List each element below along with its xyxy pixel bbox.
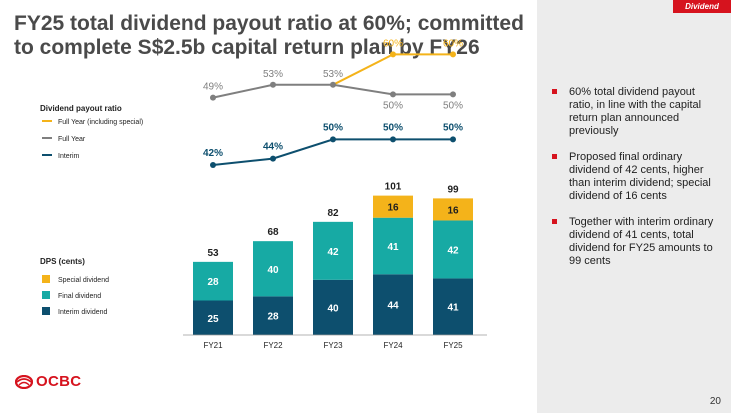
- series-point: [210, 162, 216, 168]
- bar-total-label: 53: [207, 248, 219, 259]
- line-legend-title: Dividend payout ratio: [40, 104, 122, 113]
- series-point: [450, 136, 456, 143]
- bullet-marker: [552, 89, 557, 94]
- point-label: 53%: [263, 69, 283, 80]
- ocbc-logo: OCBC: [15, 373, 81, 390]
- bar-legend-title: DPS (cents): [40, 257, 85, 266]
- bar-value-label: 40: [267, 265, 279, 276]
- x-tick-label: FY23: [323, 341, 343, 350]
- legend-bar-swatch: [42, 307, 50, 315]
- point-label: 50%: [443, 100, 463, 111]
- bar-value-label: 44: [387, 301, 399, 312]
- point-label: 50%: [443, 122, 463, 133]
- bar-segment: [313, 279, 353, 335]
- bar-segment: [433, 220, 473, 279]
- bar-value-label: 28: [267, 312, 279, 323]
- series-point: [390, 51, 396, 58]
- bar-value-label: 40: [327, 303, 339, 314]
- series-point: [330, 136, 336, 143]
- x-tick-label: FY25: [443, 341, 463, 350]
- page-number: 20: [709, 396, 721, 407]
- bar-total-label: 99: [447, 184, 459, 195]
- series-point: [270, 81, 276, 88]
- title-line-1: FY25 total dividend payout ratio at 60%;…: [14, 12, 524, 35]
- series-point: [390, 91, 396, 98]
- bullet-item: Proposed final ordinary dividend of 42 c…: [552, 151, 722, 203]
- bar-segment: [373, 274, 413, 335]
- bar-segment: [193, 300, 233, 335]
- series-point: [270, 155, 276, 162]
- bar-value-label: 41: [447, 303, 459, 314]
- logo-text: OCBC: [36, 373, 82, 390]
- point-label: 50%: [383, 100, 403, 111]
- series-point: [330, 81, 336, 88]
- bar-value-label: 42: [327, 247, 339, 258]
- point-label: 42%: [203, 148, 223, 159]
- bullet-item: Together with interim ordinary dividend …: [552, 216, 722, 268]
- title-line-2: to complete S$2.5b capital return plan b…: [14, 36, 480, 59]
- x-tick-label: FY21: [203, 341, 223, 350]
- bar-total-label: 68: [267, 227, 279, 238]
- commentary-panel: Dividend: [537, 0, 731, 413]
- bar-segment: [433, 278, 473, 335]
- bar-segment: [253, 241, 293, 297]
- commentary-bullets: 60% total dividend payout ratio, in line…: [552, 86, 722, 281]
- legend-bar-swatch: [42, 275, 50, 283]
- bar-value-label: 28: [207, 277, 219, 288]
- point-label: 50%: [323, 122, 343, 133]
- legend-label: Special dividend: [58, 277, 109, 284]
- bullet-marker: [552, 219, 557, 224]
- x-tick-label: FY22: [263, 341, 283, 350]
- legend-label: Interim dividend: [58, 309, 108, 316]
- bar-segment: [253, 296, 293, 335]
- bullet-text: 60% total dividend payout ratio, in line…: [569, 86, 702, 137]
- series-point: [450, 91, 456, 98]
- bar-value-label: 41: [387, 242, 399, 253]
- series-point: [450, 51, 456, 58]
- dividend-chart: 25 28 53 FY21 28 40 68 FY22 40 42 82 FY23 44 41 16 101 F…: [40, 38, 487, 350]
- bar-value-label: 42: [447, 245, 459, 256]
- bar-value-label: 16: [447, 205, 459, 216]
- bar-segment: [373, 217, 413, 275]
- legend-label: Interim: [58, 153, 80, 160]
- legend-label: Final dividend: [58, 293, 101, 300]
- bar-value-label: 16: [387, 203, 399, 214]
- point-label: 50%: [383, 122, 403, 133]
- legend-label: Full Year: [58, 136, 86, 143]
- bar-segment: [313, 221, 353, 280]
- section-tag: Dividend: [673, 0, 731, 13]
- bar-segment: [373, 195, 413, 218]
- series-line: [332, 53, 453, 86]
- point-label: 60%: [383, 38, 403, 49]
- point-label: 44%: [263, 142, 283, 153]
- bar-segment: [433, 198, 473, 221]
- bullet-text: Proposed final ordinary dividend of 42 c…: [569, 151, 711, 202]
- series-line: [212, 138, 453, 166]
- page-title: FY25 total dividend payout ratio at 60%;…: [14, 12, 534, 60]
- bar-value-label: 25: [207, 314, 219, 325]
- point-label: 53%: [323, 69, 343, 80]
- bar-total-label: 101: [385, 182, 402, 193]
- series-point: [390, 136, 396, 143]
- bar-segment: [193, 261, 233, 301]
- bullet-item: 60% total dividend payout ratio, in line…: [552, 86, 722, 138]
- legend-bar-swatch: [42, 291, 50, 299]
- bullet-text: Together with interim ordinary dividend …: [569, 216, 714, 267]
- bar-total-label: 82: [327, 208, 339, 219]
- series-point: [210, 94, 216, 101]
- ocbc-logo-icon: [15, 374, 33, 389]
- bullet-marker: [552, 154, 557, 159]
- point-label: 49%: [203, 82, 223, 93]
- x-tick-label: FY24: [383, 341, 403, 350]
- point-label: 60%: [443, 38, 463, 49]
- legend-label: Full Year (including special): [58, 119, 143, 126]
